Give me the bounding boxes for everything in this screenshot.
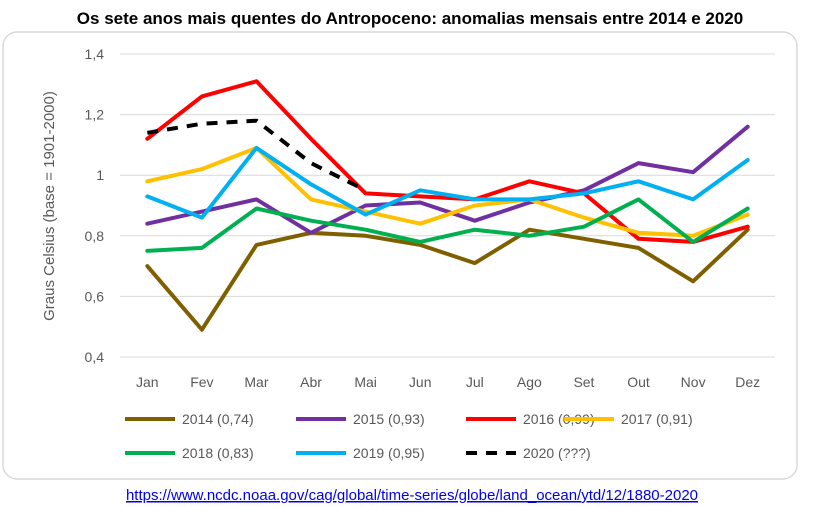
- y-tick-label: 1,4: [85, 46, 105, 62]
- x-tick-label: Out: [627, 374, 650, 390]
- series-lines: [145, 79, 750, 332]
- x-tick-label: Jan: [136, 374, 159, 390]
- legend-label: 2014 (0,74): [182, 411, 254, 427]
- x-tick-label: Set: [573, 374, 594, 390]
- x-tick-label: Nov: [681, 374, 706, 390]
- series-line: [145, 227, 750, 332]
- source-link[interactable]: https://www.ncdc.noaa.gov/cag/global/tim…: [126, 487, 698, 504]
- x-tick-label: Fev: [190, 374, 213, 390]
- series-line: [145, 145, 750, 220]
- x-tick-label: Dez: [735, 374, 760, 390]
- x-tick-label: Mar: [244, 374, 268, 390]
- x-tick-label: Jul: [466, 374, 484, 390]
- y-axis-title: Graus Celsius (base = 1901-2000): [41, 91, 58, 321]
- series-line: [145, 197, 750, 253]
- legend: 2014 (0,74) 2015 (0,93) 2016 (0,99) 2017 (0…: [125, 411, 693, 461]
- series-line: [145, 79, 750, 244]
- x-tick-label: Abr: [300, 374, 322, 390]
- y-tick-label: 0,6: [85, 288, 105, 304]
- legend-label: 2018 (0,83): [182, 445, 254, 461]
- x-axis-ticks: Jan Fev Mar Abr Mai Jun Jul Ago Set Out Nov Dez: [136, 374, 760, 390]
- y-tick-label: 0,4: [85, 349, 105, 365]
- y-tick-label: 1: [96, 167, 104, 183]
- legend-label: 2016 (0,99): [523, 411, 595, 427]
- x-tick-label: Mai: [354, 374, 377, 390]
- series-line: [146, 118, 367, 193]
- legend-label: 2020 (???): [523, 445, 591, 461]
- x-tick-label: Jun: [409, 374, 432, 390]
- chart-title: Os sete anos mais quentes do Antropoceno…: [77, 9, 743, 28]
- chart-area-border: [2, 31, 798, 480]
- legend-label: 2015 (0,93): [353, 411, 425, 427]
- y-tick-label: 0,8: [85, 228, 105, 244]
- series-line: [145, 145, 750, 238]
- x-tick-label: Ago: [517, 374, 542, 390]
- y-axis-ticks: 0,4 0,6 0,8 1 1,2 1,4: [85, 46, 105, 365]
- y-tick-label: 1,2: [85, 107, 105, 123]
- legend-label: 2017 (0,91): [621, 411, 693, 427]
- legend-label: 2019 (0,95): [353, 445, 425, 461]
- series-line: [145, 124, 750, 235]
